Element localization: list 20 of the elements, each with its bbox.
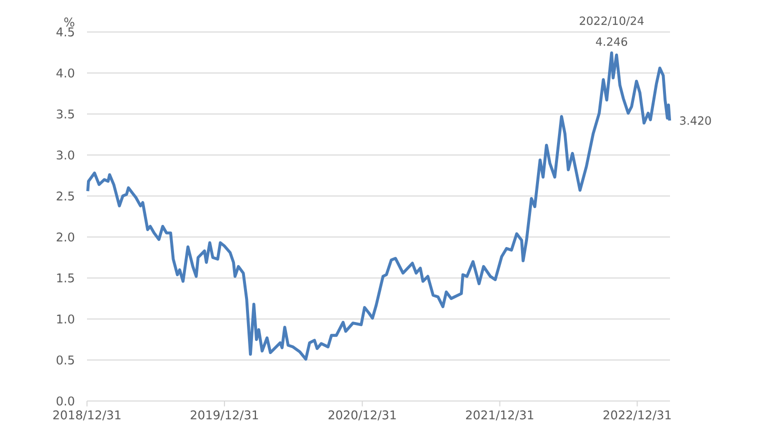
y-tick-label: 0.5 (56, 355, 74, 365)
annotation: 3.420 (680, 116, 711, 125)
x-tick-label: 2018/12/31 (53, 410, 120, 420)
y-tick-label: 1.5 (57, 274, 74, 282)
annotation: 2022/10/24 (580, 16, 644, 26)
y-tick-label: 3.5 (56, 109, 74, 119)
line-series (86, 51, 672, 361)
y-tick-label: 0.0 (56, 396, 74, 406)
y-tick-label: 2.0 (56, 232, 74, 242)
y-tick-label: 4.5 (56, 28, 74, 36)
x-tick-label: 2020/12/31 (328, 410, 396, 420)
y-axis-title: % (64, 18, 74, 27)
x-tick-label: 2022/12/31 (604, 410, 671, 420)
y-tick-label: 1.0 (57, 314, 74, 324)
y-tick-label: 2.5 (56, 191, 74, 201)
y-tick-label: 3.0 (56, 150, 74, 160)
x-tick-label: 2019/12/31 (190, 410, 258, 420)
x-tick-label: 2021/12/31 (466, 410, 534, 420)
annotation: 4.246 (596, 37, 628, 46)
y-tick-label: 4.0 (56, 68, 74, 78)
